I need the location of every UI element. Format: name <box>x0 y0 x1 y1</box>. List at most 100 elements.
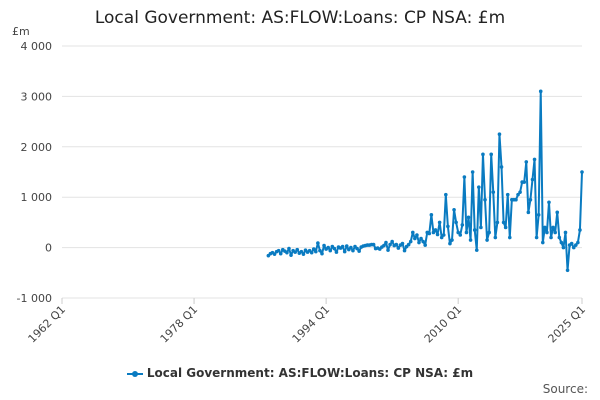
data-point <box>479 225 483 230</box>
data-point <box>326 245 330 250</box>
data-point <box>576 240 580 245</box>
data-point <box>487 230 491 235</box>
data-point <box>334 250 339 254</box>
data-point <box>309 250 314 255</box>
data-point <box>355 246 359 251</box>
data-point <box>569 241 574 246</box>
data-point <box>272 252 277 256</box>
data-point <box>318 248 322 253</box>
data-point <box>332 246 337 251</box>
data-point <box>285 250 289 255</box>
data-point <box>474 248 479 252</box>
data-point <box>410 230 415 235</box>
data-point <box>388 242 392 247</box>
data-point <box>328 248 333 253</box>
data-point <box>351 248 355 253</box>
legend[interactable]: Local Government: AS:FLOW:Loans: CP NSA:… <box>0 366 600 380</box>
data-point <box>460 223 465 227</box>
data-point <box>540 240 545 245</box>
data-point <box>439 235 444 240</box>
data-point <box>386 248 390 252</box>
data-point <box>503 225 508 230</box>
data-point <box>497 132 502 136</box>
data-point <box>555 210 560 215</box>
data-point <box>580 170 584 174</box>
chart-title: Local Government: AS:FLOW:Loans: CP NSA:… <box>94 8 506 28</box>
data-point <box>314 249 318 254</box>
data-point <box>444 192 448 197</box>
data-point <box>349 245 353 250</box>
data-point <box>470 170 475 174</box>
data-point <box>571 245 576 250</box>
data-point <box>417 240 421 245</box>
data-point <box>574 243 578 247</box>
legend-label: Local Government: AS:FLOW:Loans: CP NSA:… <box>146 366 474 380</box>
data-point <box>516 192 520 197</box>
data-point <box>316 241 320 245</box>
data-point <box>301 252 306 256</box>
data-point <box>501 220 506 225</box>
data-point <box>565 268 570 273</box>
data-point <box>495 220 500 225</box>
data-point <box>528 197 533 202</box>
data-point <box>534 235 539 240</box>
data-point <box>538 89 543 94</box>
data-point <box>382 243 386 248</box>
data-point <box>493 235 498 240</box>
data-point <box>561 245 566 250</box>
data-point <box>400 241 405 246</box>
data-point <box>526 210 531 215</box>
x-tick-label: 2025 Q1 <box>546 303 589 346</box>
data-point <box>384 240 388 245</box>
data-point <box>413 236 417 241</box>
data-point <box>293 250 297 254</box>
data-point <box>446 224 450 229</box>
data-point <box>344 244 349 248</box>
data-point <box>311 247 316 251</box>
data-point <box>481 152 485 157</box>
x-tick-label: 1978 Q1 <box>158 303 201 346</box>
data-point <box>433 228 438 232</box>
data-point <box>295 247 300 252</box>
data-point <box>421 239 425 244</box>
data-point <box>435 232 440 237</box>
data-point <box>448 241 452 246</box>
x-tick-label: 1994 Q1 <box>290 303 333 346</box>
x-tick-label: 2010 Q1 <box>422 303 465 346</box>
data-point <box>514 197 518 202</box>
data-point <box>441 233 446 237</box>
data-point <box>468 238 473 242</box>
data-point <box>499 165 504 169</box>
data-point <box>545 230 549 235</box>
data-point <box>477 185 481 189</box>
data-point <box>371 242 376 247</box>
x-tick-label: 1962 Q1 <box>26 303 69 346</box>
data-point <box>402 248 407 253</box>
data-point <box>276 248 281 253</box>
data-point <box>456 230 460 235</box>
data-point <box>287 246 291 251</box>
data-point <box>472 228 477 232</box>
y-tick-label: 4 000 <box>21 40 53 53</box>
data-point <box>466 215 471 220</box>
data-point <box>357 249 361 253</box>
data-point <box>464 230 469 235</box>
data-point <box>518 190 522 194</box>
data-point <box>524 160 529 164</box>
data-point <box>462 175 467 179</box>
data-point <box>299 249 304 254</box>
data-point <box>278 251 283 256</box>
y-tick-label: 0 <box>45 242 52 255</box>
data-point <box>578 228 582 232</box>
data-point <box>342 249 347 254</box>
data-point <box>406 242 411 247</box>
y-tick-label: 3 000 <box>21 90 53 103</box>
data-point <box>396 246 401 250</box>
data-point <box>419 236 423 241</box>
data-point <box>505 192 510 197</box>
data-point <box>551 225 555 230</box>
data-point <box>522 180 527 184</box>
data-point <box>429 213 434 217</box>
data-point <box>536 213 541 217</box>
